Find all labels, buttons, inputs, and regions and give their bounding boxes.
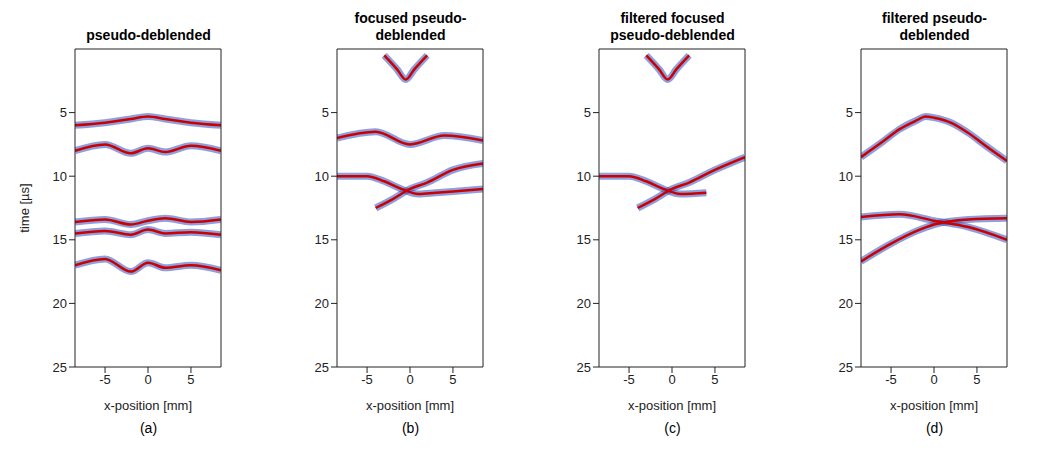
html-text:(d): (d)	[925, 420, 944, 436]
svg-text:time [µs]: time [µs]	[17, 183, 32, 232]
svg-text:-5: -5	[99, 372, 111, 387]
svg-text:5: 5	[322, 105, 329, 120]
svg-text:20: 20	[577, 296, 591, 311]
html-text:(b): (b)	[401, 420, 420, 436]
svg-text:10: 10	[53, 169, 67, 184]
svg-text:0: 0	[144, 372, 151, 387]
svg-text:10: 10	[839, 169, 853, 184]
svg-text:0: 0	[406, 372, 413, 387]
svg-text:5: 5	[846, 105, 853, 120]
svg-text:15: 15	[577, 232, 591, 247]
svg-text:5: 5	[973, 372, 980, 387]
html-text:(c): (c)	[664, 420, 681, 436]
svg-text:x-position [mm]: x-position [mm]	[890, 398, 978, 413]
svg-text:0: 0	[668, 372, 675, 387]
svg-text:x-position [mm]: x-position [mm]	[628, 398, 716, 413]
svg-text:5: 5	[711, 372, 718, 387]
html-text:filtered focused pseudo-deblen: filtered focused pseudo-deblended	[610, 10, 735, 43]
svg-text:-5: -5	[361, 372, 373, 387]
svg-text:5: 5	[584, 105, 591, 120]
svg-text:0: 0	[930, 372, 937, 387]
html-text:filtered pseudo-deblended: filtered pseudo-deblended	[882, 10, 987, 43]
svg-text:5: 5	[449, 372, 456, 387]
svg-text:10: 10	[315, 169, 329, 184]
svg-text:x-position [mm]: x-position [mm]	[366, 398, 454, 413]
svg-text:5: 5	[187, 372, 194, 387]
svg-text:5: 5	[60, 105, 67, 120]
html-text:focused pseudo-deblended: focused pseudo-deblended	[354, 10, 467, 43]
svg-text:15: 15	[53, 232, 67, 247]
html-text:(a): (a)	[139, 420, 158, 436]
svg-text:25: 25	[577, 360, 591, 375]
svg-text:20: 20	[53, 296, 67, 311]
svg-text:20: 20	[315, 296, 329, 311]
svg-text:25: 25	[315, 360, 329, 375]
svg-text:15: 15	[839, 232, 853, 247]
html-text:pseudo-deblended: pseudo-deblended	[86, 27, 211, 43]
svg-text:25: 25	[839, 360, 853, 375]
svg-text:20: 20	[839, 296, 853, 311]
svg-text:x-position [mm]: x-position [mm]	[104, 398, 192, 413]
svg-text:-5: -5	[885, 372, 897, 387]
svg-text:-5: -5	[623, 372, 635, 387]
svg-text:10: 10	[577, 169, 591, 184]
svg-text:25: 25	[53, 360, 67, 375]
svg-text:15: 15	[315, 232, 329, 247]
